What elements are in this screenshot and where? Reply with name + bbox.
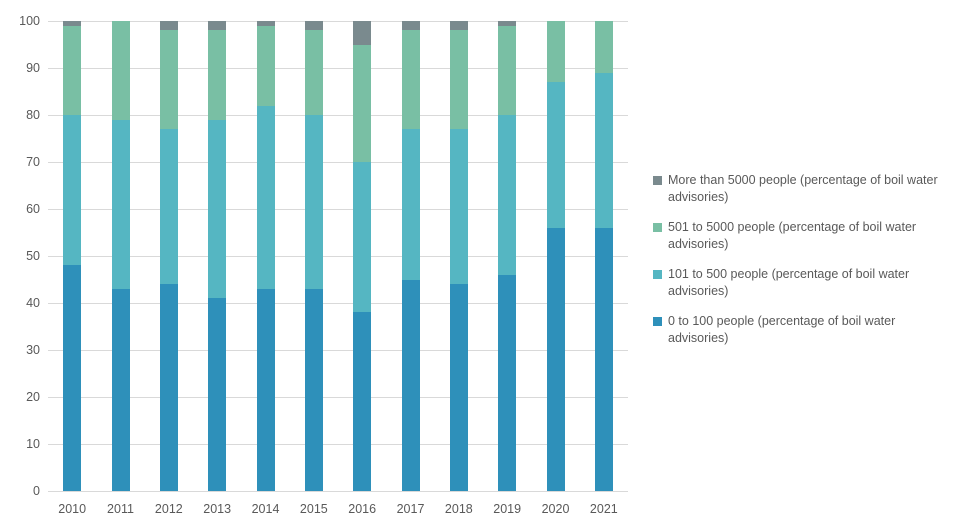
y-axis-tick-label: 20 <box>26 389 40 404</box>
bar-segment-2021-series-1 <box>594 72 613 228</box>
bar-segment-2012-series-1 <box>159 129 178 285</box>
bar-segment-2013-series-2 <box>208 30 227 120</box>
bar-segment-2014-series-3 <box>256 21 275 26</box>
legend-item-2: 101 to 500 people (percentage of boil wa… <box>653 266 958 300</box>
x-axis-tick-label-2011: 2011 <box>107 502 134 516</box>
bar-segment-2019-series-3 <box>498 21 517 26</box>
gridline-0 <box>48 490 628 492</box>
bar-segment-2018-series-1 <box>449 129 468 285</box>
bar-segment-2015-series-0 <box>304 288 323 491</box>
bar-segment-2021-series-0 <box>594 227 613 491</box>
gridline-90 <box>48 67 628 69</box>
bar-segment-2018-series-2 <box>449 30 468 130</box>
legend-item-3: 0 to 100 people (percentage of boil wate… <box>653 313 958 347</box>
x-axis-tick-label-2015: 2015 <box>299 502 328 516</box>
bar-segment-2019-series-2 <box>498 25 517 115</box>
bar-segment-2021-series-2 <box>594 21 613 73</box>
bar-segment-2017-series-0 <box>401 279 420 491</box>
bar-segment-2019-series-1 <box>498 115 517 275</box>
x-axis-tick-label-2019: 2019 <box>493 502 522 516</box>
bar-segment-2015-series-3 <box>304 21 323 31</box>
y-axis-tick-label: 60 <box>26 201 40 216</box>
legend-label: 501 to 5000 people (percentage of boil w… <box>668 220 917 251</box>
bar-segment-2018-series-0 <box>449 284 468 491</box>
bar-segment-2017-series-3 <box>401 21 420 31</box>
bar-segment-2011-series-1 <box>111 119 130 289</box>
y-axis-tick-label: 50 <box>26 248 40 263</box>
bar-segment-2014-series-0 <box>256 288 275 491</box>
gridline-100 <box>48 20 628 22</box>
bar-segment-2016-series-0 <box>353 312 372 491</box>
y-axis-tick-label: 100 <box>19 13 40 28</box>
gridline-70 <box>48 161 628 163</box>
plot-area <box>48 20 628 492</box>
gridline-40 <box>48 302 628 304</box>
bar-segment-2013-series-3 <box>208 21 227 31</box>
y-axis-tick-label: 10 <box>26 436 40 451</box>
legend-swatch-icon <box>653 317 662 326</box>
bar-segment-2014-series-2 <box>256 25 275 106</box>
bar-segment-2016-series-1 <box>353 162 372 313</box>
legend: More than 5000 people (percentage of boi… <box>653 172 958 360</box>
x-axis-tick-label-2018: 2018 <box>444 502 473 516</box>
bar-segment-2020-series-1 <box>546 82 565 228</box>
bar-segment-2010-series-3 <box>63 21 82 26</box>
x-axis-tick-label-2012: 2012 <box>154 502 183 516</box>
y-axis-tick-label: 80 <box>26 107 40 122</box>
bar-segment-2010-series-0 <box>63 265 82 491</box>
bar-segment-2018-series-3 <box>449 21 468 31</box>
y-axis-tick-label: 40 <box>26 295 40 310</box>
bar-segment-2017-series-1 <box>401 129 420 280</box>
x-axis-tick-label-2021: 2021 <box>589 502 618 516</box>
legend-item-0: More than 5000 people (percentage of boi… <box>653 172 958 206</box>
bar-segment-2015-series-2 <box>304 30 323 115</box>
bar-segment-2015-series-1 <box>304 115 323 289</box>
y-axis-tick-label: 0 <box>33 483 40 498</box>
bar-segment-2016-series-2 <box>353 44 372 162</box>
bar-segment-2016-series-3 <box>353 21 372 45</box>
x-axis-tick-label-2017: 2017 <box>396 502 425 516</box>
legend-label: More than 5000 people (percentage of boi… <box>668 173 938 204</box>
legend-swatch-icon <box>653 270 662 279</box>
bar-segment-2013-series-0 <box>208 298 227 491</box>
bar-segment-2020-series-2 <box>546 21 565 83</box>
bar-segment-2014-series-1 <box>256 105 275 289</box>
legend-swatch-icon <box>653 176 662 185</box>
legend-label: 0 to 100 people (percentage of boil wate… <box>668 314 896 345</box>
bar-segment-2017-series-2 <box>401 30 420 130</box>
bar-segment-2012-series-3 <box>159 21 178 31</box>
bar-segment-2020-series-0 <box>546 227 565 491</box>
gridline-10 <box>48 443 628 445</box>
legend-item-1: 501 to 5000 people (percentage of boil w… <box>653 219 958 253</box>
bar-segment-2012-series-0 <box>159 284 178 491</box>
bar-segment-2010-series-2 <box>63 25 82 115</box>
bar-segment-2019-series-0 <box>498 274 517 491</box>
bar-segment-2011-series-2 <box>111 21 130 120</box>
gridline-50 <box>48 255 628 257</box>
gridline-30 <box>48 349 628 351</box>
x-axis-tick-label-2013: 2013 <box>203 502 232 516</box>
bar-segment-2013-series-1 <box>208 119 227 299</box>
bar-segment-2010-series-1 <box>63 115 82 266</box>
x-axis-tick-label-2020: 2020 <box>541 502 570 516</box>
y-axis-tick-label: 70 <box>26 154 40 169</box>
gridline-80 <box>48 114 628 116</box>
y-axis-tick-label: 90 <box>26 60 40 75</box>
bar-segment-2012-series-2 <box>159 30 178 130</box>
x-axis-tick-label-2014: 2014 <box>251 502 280 516</box>
gridline-20 <box>48 396 628 398</box>
legend-label: 101 to 500 people (percentage of boil wa… <box>668 267 910 298</box>
legend-swatch-icon <box>653 223 662 232</box>
gridline-60 <box>48 208 628 210</box>
x-axis-tick-label-2016: 2016 <box>348 502 377 516</box>
x-axis-tick-label-2010: 2010 <box>58 502 87 516</box>
y-axis-tick-label: 30 <box>26 342 40 357</box>
bar-segment-2011-series-0 <box>111 288 130 491</box>
